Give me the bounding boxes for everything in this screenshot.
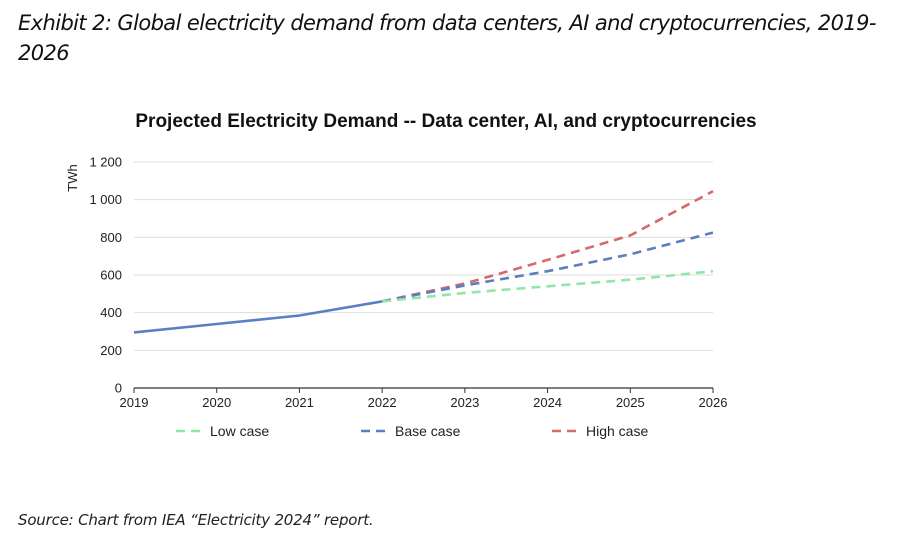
series-line-high-case — [381, 190, 714, 303]
series-line-historical — [133, 300, 383, 334]
x-axis — [133, 387, 714, 393]
source-note: Source: Chart from IEA “Electricity 2024… — [18, 511, 374, 529]
legend-item-high-case: High case — [552, 423, 648, 439]
legend-label: High case — [586, 423, 648, 439]
gridlines — [134, 161, 713, 351]
y-tick-label: 400 — [100, 305, 122, 320]
x-tick-label: 2021 — [285, 395, 314, 410]
x-tick-label: 2020 — [202, 395, 231, 410]
series-line-low-case — [381, 269, 714, 303]
chart-title: Projected Electricity Demand -- Data cen… — [135, 111, 756, 132]
x-tick-label: 2023 — [450, 395, 479, 410]
exhibit-title: Exhibit 2: Global electricity demand fro… — [18, 11, 876, 65]
y-axis-title: TWh — [65, 164, 80, 191]
y-tick-label: 1 200 — [89, 155, 122, 170]
y-axis-tick-labels: 0 200 400 600 800 1 000 1 200 — [89, 155, 122, 396]
y-tick-label: 1 000 — [89, 192, 122, 207]
y-tick-label: 200 — [100, 343, 122, 358]
y-tick-label: 600 — [100, 268, 122, 283]
legend-label: Low case — [210, 423, 269, 439]
x-tick-label: 2026 — [699, 395, 728, 410]
y-tick-label: 800 — [100, 230, 122, 245]
legend-item-low-case: Low case — [176, 423, 269, 439]
x-tick-label: 2024 — [533, 395, 562, 410]
x-tick-label: 2022 — [368, 395, 397, 410]
legend-label: Base case — [395, 423, 461, 439]
x-tick-label: 2019 — [120, 395, 149, 410]
series-line-base-case — [381, 231, 714, 303]
x-tick-label: 2025 — [616, 395, 645, 410]
y-tick-label: 0 — [115, 381, 122, 396]
series-lines — [133, 190, 714, 334]
x-axis-tick-labels: 2019 2020 2021 2022 2023 2024 2025 2026 — [120, 395, 728, 410]
legend: Low case Base case High case — [176, 423, 648, 439]
legend-item-base-case: Base case — [361, 423, 461, 439]
